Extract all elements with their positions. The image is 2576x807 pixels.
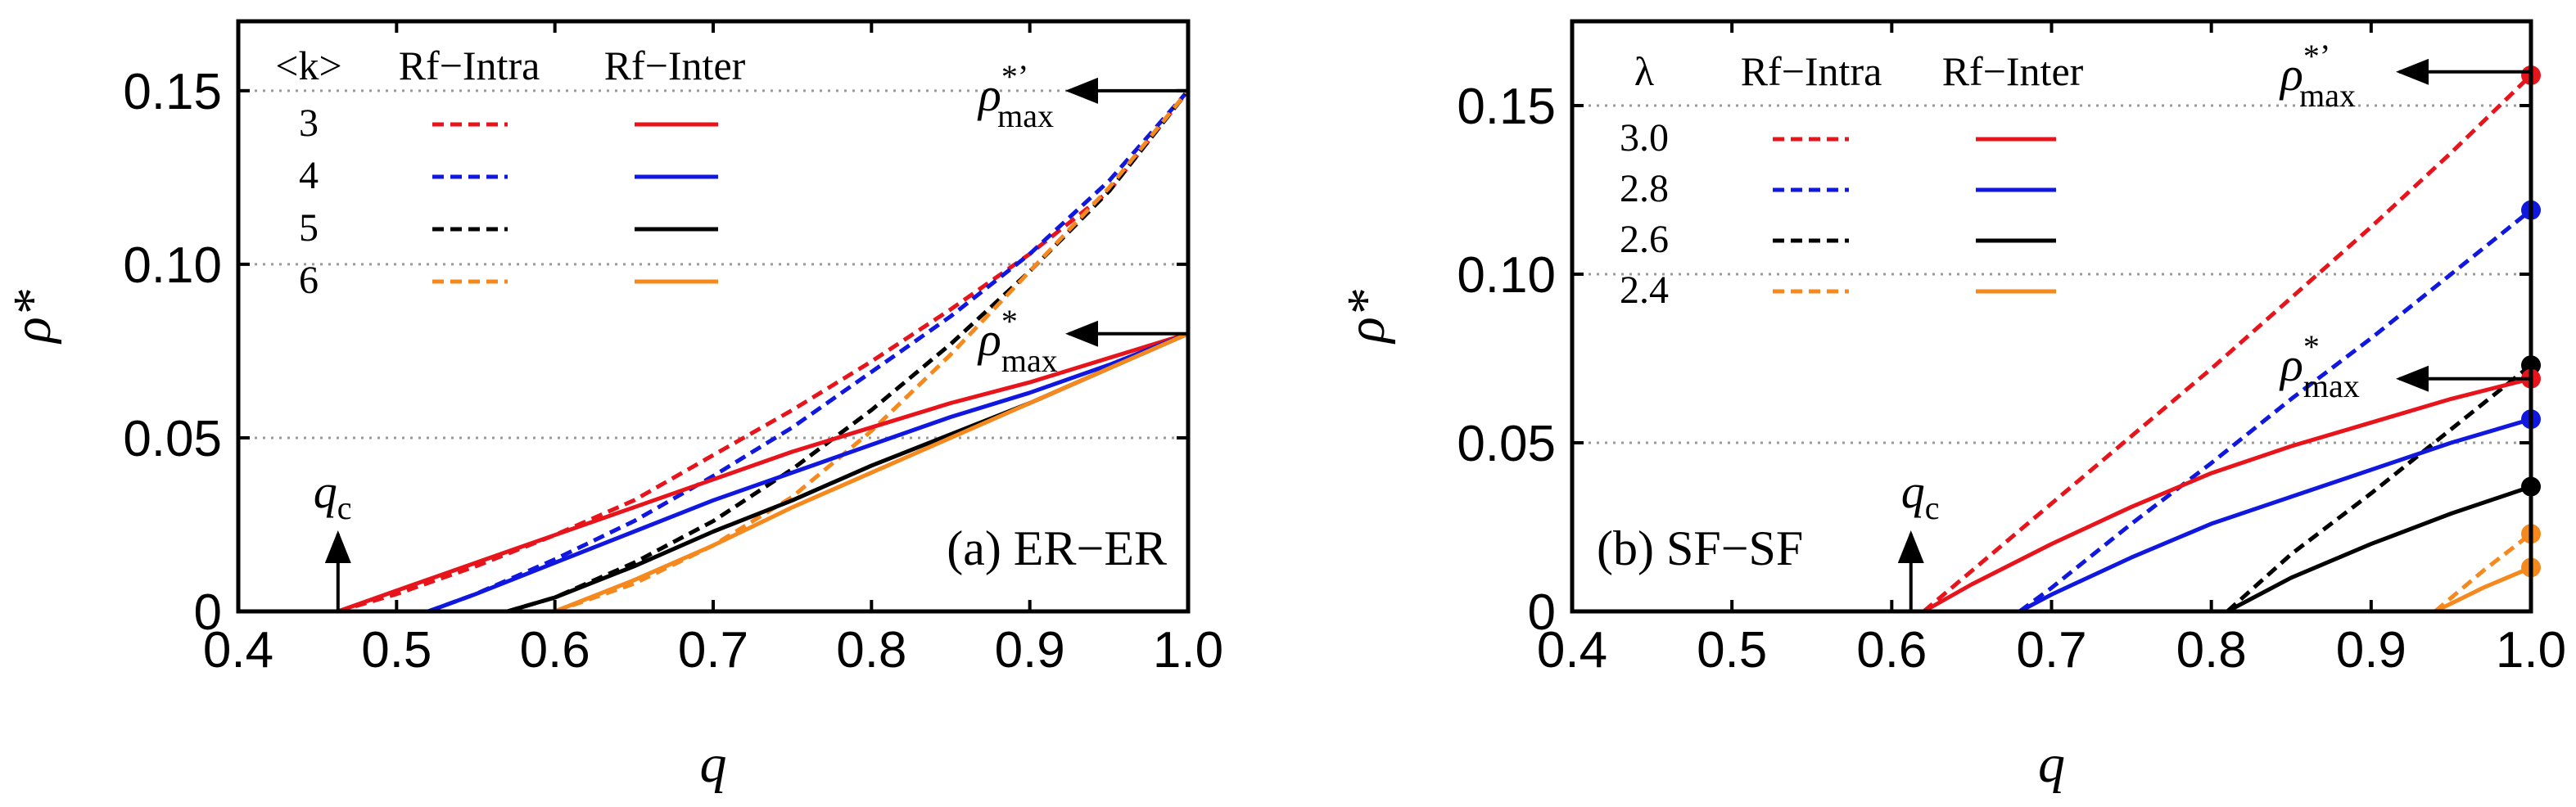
legend-row-label: 4 <box>299 154 319 197</box>
x-tick-label: 0.9 <box>2336 622 2407 679</box>
y-tick-label: 0.15 <box>123 64 222 120</box>
x-tick-label: 0.5 <box>1697 622 1767 679</box>
rho-max-main: ρ <box>2279 338 2303 391</box>
rho-max-sub: max <box>1001 342 1058 379</box>
x-tick-label: 1.0 <box>1153 622 1223 679</box>
series-line-inter-4 <box>1923 376 2532 614</box>
rho-max-prime-sub: max <box>997 97 1054 134</box>
legend-row-label: 5 <box>299 206 319 250</box>
panel-a: 0.4 0.5 0.6 0.7 0.8 0.9 1.000.050.100.15qρ*<k>… <box>2 19 1223 794</box>
series-line-inter-6 <box>2226 485 2532 614</box>
legend-header: Rf−Intra <box>1741 48 1882 94</box>
rho-max-sub: max <box>2303 367 2360 404</box>
rho-max-sup: * <box>1001 303 1018 340</box>
x-tick-label: 1.0 <box>2496 622 2566 679</box>
x-tick-label: 0.9 <box>995 622 1065 679</box>
panel-label: (a) ER−ER <box>947 521 1167 575</box>
rho-max-prime-sup: *’ <box>1001 58 1028 95</box>
x-tick-label: 0.7 <box>678 622 748 679</box>
rho-max-sup: * <box>2303 328 2320 365</box>
series-line-intra-0 <box>1922 74 2533 613</box>
x-tick-label: 0.4 <box>1537 622 1607 679</box>
x-axis-title: q <box>700 734 727 794</box>
qc-label: qc <box>1901 465 1940 526</box>
series-line-inter-4 <box>337 331 1189 614</box>
legend-header: Rf−Inter <box>604 43 746 88</box>
legend-row-label: 2.8 <box>1620 167 1669 210</box>
y-tick-label: 0.05 <box>123 411 222 467</box>
legend-header: <k> <box>275 43 341 88</box>
series-line-inter-5 <box>427 331 1189 614</box>
series-line-intra-3 <box>554 89 1190 614</box>
x-tick-label: 0.5 <box>361 622 432 679</box>
qc-label-sub: c <box>337 489 352 526</box>
legend-header: Rf−Intra <box>399 43 540 88</box>
legend-header: λ <box>1634 48 1654 94</box>
rho-max-prime-sup: *’ <box>2303 38 2330 74</box>
legend-row-label: 2.4 <box>1620 268 1669 312</box>
y-tick-label: 0.05 <box>1457 416 1556 472</box>
x-tick-label: 0.6 <box>1856 622 1927 679</box>
series-line-intra-1 <box>2018 208 2533 614</box>
series-line-intra-1 <box>427 89 1190 614</box>
x-axis-title: q <box>2038 734 2065 794</box>
y-tick-label: 0.15 <box>1457 79 1556 135</box>
y-tick-label: 0 <box>1528 584 1556 641</box>
legend-row-label: 2.6 <box>1620 218 1669 261</box>
rho-max-label: ρ* max <box>977 303 1058 379</box>
series-line-inter-5 <box>2018 417 2532 614</box>
x-tick-label: 0.8 <box>2176 622 2247 679</box>
y-axis-title: ρ* <box>2 290 62 345</box>
qc-label: qc <box>314 465 352 526</box>
series-line-inter-7 <box>554 331 1190 614</box>
rho-max-prime-main: ρ <box>977 68 1001 121</box>
qc-label-main: q <box>314 465 337 518</box>
series-line-intra-3 <box>2434 532 2533 613</box>
legend-header: Rf−Inter <box>1942 48 2084 94</box>
panel-label: (b) SF−SF <box>1597 521 1803 575</box>
rho-max-prime-sub: max <box>2299 77 2356 114</box>
series-line-inter-7 <box>2434 566 2532 614</box>
qc-label-sub: c <box>1925 489 1940 526</box>
y-tick-label: 0.10 <box>123 237 222 294</box>
legend-row-label: 6 <box>299 259 319 302</box>
series-line-intra-2 <box>2226 363 2533 613</box>
x-tick-label: 0.8 <box>836 622 906 679</box>
rho-max-prime-label: ρ*’ max <box>977 58 1054 134</box>
x-tick-label: 0.7 <box>2016 622 2086 679</box>
legend-row-label: 3.0 <box>1620 116 1669 160</box>
rho-max-prime-label: ρ*’ max <box>2279 38 2356 114</box>
series-line-intra-0 <box>337 89 1190 614</box>
rho-max-label: ρ* max <box>2279 328 2360 404</box>
x-tick-label: 0.6 <box>520 622 590 679</box>
x-tick-label: 0.4 <box>203 622 273 679</box>
y-axis-title: ρ* <box>1336 290 1396 345</box>
rho-max-main: ρ <box>977 313 1001 366</box>
qc-label-main: q <box>1901 465 1925 518</box>
legend-row-label: 3 <box>299 101 319 145</box>
y-tick-label: 0 <box>194 584 222 641</box>
y-tick-label: 0.10 <box>1457 247 1556 304</box>
rho-max-prime-main: ρ <box>2279 47 2303 101</box>
